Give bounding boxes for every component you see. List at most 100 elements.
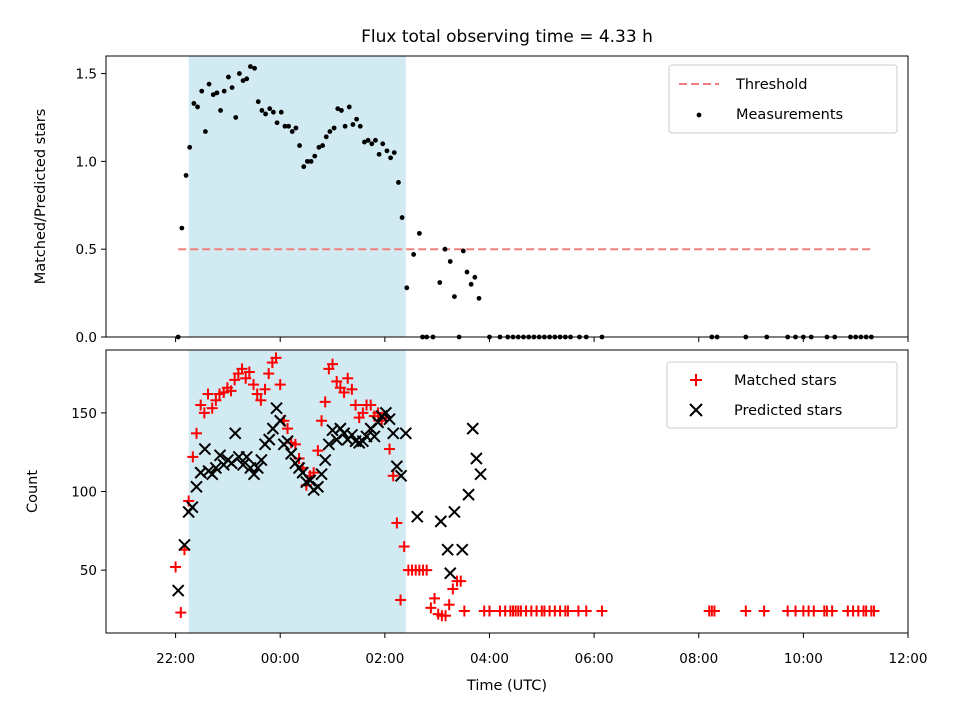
measurement-point <box>229 85 235 91</box>
bottom-y-tick-label: 150 <box>71 406 97 422</box>
measurement-point <box>342 123 348 129</box>
bottom-legend: Matched stars Predicted stars <box>666 361 898 429</box>
measurement-point <box>399 215 405 220</box>
predicted-star-point <box>303 474 317 487</box>
legend-measurements-swatch <box>696 112 702 118</box>
measurement-point <box>244 76 250 82</box>
measurement-point <box>267 106 273 112</box>
measurement-point <box>380 141 386 147</box>
predicted-star-point <box>247 467 261 481</box>
x-tick-label: 00:00 <box>261 651 300 667</box>
matched-star-point <box>443 599 455 611</box>
bottom-y-tick-label: 50 <box>80 563 97 579</box>
matched-star-point <box>740 605 752 617</box>
measurement-point <box>442 246 448 252</box>
measurement-point <box>460 248 466 254</box>
measurement-point <box>464 269 470 275</box>
measurement-point <box>210 92 216 98</box>
measurement-point <box>362 139 367 145</box>
bottom-legend-box <box>666 361 898 429</box>
predicted-star-point <box>311 480 325 493</box>
predicted-star-point <box>470 452 483 465</box>
measurement-point <box>297 143 302 148</box>
matched-star-point <box>342 372 354 384</box>
measurement-point <box>233 115 239 120</box>
predicted-star-point <box>371 416 385 429</box>
predicted-star-point <box>368 430 381 443</box>
measurement-point <box>301 164 307 170</box>
measurement-point <box>323 134 329 140</box>
predicted-star-point <box>171 584 185 597</box>
x-tick-label: 06:00 <box>575 651 614 667</box>
predicted-star-point <box>205 467 219 481</box>
matched-star-point <box>483 605 495 617</box>
matched-star-point <box>312 445 324 457</box>
matched-star-point <box>455 575 467 587</box>
predicted-star-point <box>434 515 448 528</box>
measurement-point <box>199 88 205 94</box>
top-legend-box <box>668 64 898 134</box>
matched-star-point <box>391 517 403 529</box>
measurement-point <box>468 281 474 287</box>
matched-star-point <box>395 594 407 606</box>
predicted-star-point <box>213 449 227 462</box>
predicted-star-point <box>209 461 223 475</box>
bottom-y-axis-label: Count <box>25 470 41 513</box>
matched-star-point <box>758 605 770 617</box>
predicted-star-point <box>444 567 457 580</box>
matched-star-point <box>282 423 294 435</box>
x-tick-label: 12:00 <box>889 651 928 667</box>
matched-star-point <box>191 427 203 439</box>
measurement-point <box>320 143 325 148</box>
measurement-point <box>293 125 299 131</box>
measurement-point <box>286 123 291 129</box>
measurement-point <box>416 230 422 236</box>
matched-star-point <box>365 399 377 411</box>
measurement-point <box>335 106 341 112</box>
x-tick-label: 22:00 <box>156 651 195 667</box>
x-axis-label: Time (UTC) <box>466 678 547 694</box>
bottom-shaded-region <box>188 350 406 633</box>
measurement-point <box>195 104 200 110</box>
legend-matched-swatch <box>690 374 702 386</box>
measurement-point <box>255 99 261 105</box>
measurement-point <box>354 116 359 122</box>
bottom-y-tick-label: 100 <box>71 485 97 501</box>
predicted-star-point <box>387 427 400 440</box>
predicted-star-point <box>379 406 393 420</box>
matched-star-point <box>198 407 210 419</box>
bottom-y-ticks: 50 100 150 <box>71 406 106 579</box>
legend-threshold-label: Threshold <box>735 77 807 93</box>
measurement-point <box>316 144 322 150</box>
measurement-point <box>221 88 227 94</box>
predicted-star-point <box>284 447 298 460</box>
matched-star-point <box>868 605 880 617</box>
predicted-star-point <box>281 434 294 448</box>
predicted-star-point <box>394 469 408 482</box>
predicted-star-point <box>448 505 461 519</box>
measurement-point <box>365 137 371 143</box>
matched-star-point <box>357 407 369 419</box>
matched-star-point <box>236 363 248 375</box>
predicted-star-point <box>462 488 475 501</box>
predicted-star-point <box>399 427 412 440</box>
predicted-star-point <box>198 442 212 456</box>
predicted-star-point <box>190 480 203 493</box>
top-y-tick-label: 0.0 <box>76 330 97 346</box>
matched-star-point <box>384 443 396 455</box>
matched-stars-points <box>170 352 880 622</box>
x-tick-label: 10:00 <box>784 651 823 667</box>
top-y-tick-label: 1.5 <box>76 67 97 83</box>
measurement-point <box>179 225 185 231</box>
matched-star-point <box>596 605 608 617</box>
predicted-star-point <box>240 450 253 464</box>
top-plot-panel: 0.0 0.5 1.0 1.5 Matched/Predicted stars Thr… <box>33 55 909 346</box>
measurement-point <box>404 285 410 291</box>
measurement-point <box>384 148 390 154</box>
legend-predicted-swatch <box>689 403 703 417</box>
bottom-plot-panel: 50 100 150 22:00 00:00 02:00 04:00 06:00 08:00 1… <box>25 349 928 694</box>
top-y-tick-label: 0.5 <box>76 242 97 258</box>
measurement-point <box>376 151 382 157</box>
measurement-point <box>373 137 378 143</box>
